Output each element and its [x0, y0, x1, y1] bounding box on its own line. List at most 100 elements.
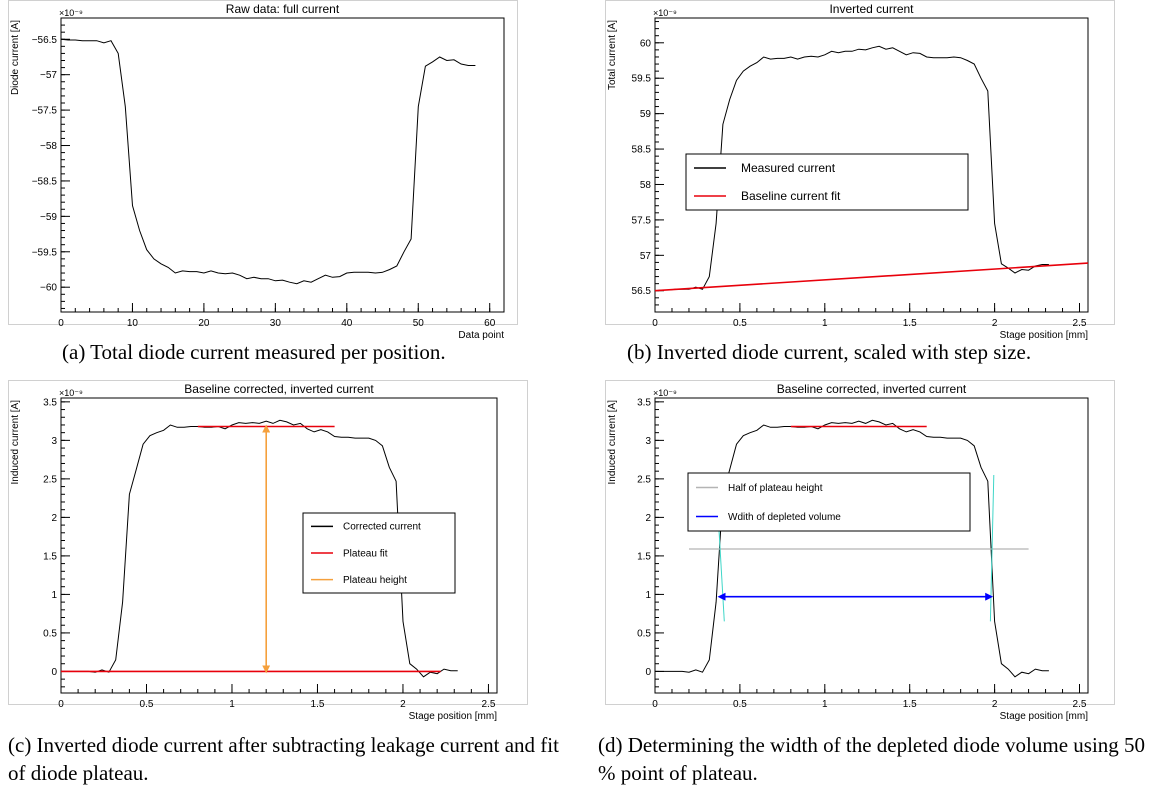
y-tick-label: −59 — [40, 212, 57, 223]
x-tick-label: 1 — [229, 699, 235, 710]
y-tick-label: 60 — [640, 38, 652, 49]
y-tick-label: 57.5 — [632, 215, 652, 226]
chart-title: Baseline corrected, inverted current — [184, 382, 374, 396]
y-multiplier-label: ×10⁻⁹ — [653, 388, 677, 398]
x-tick-label: 0 — [58, 318, 64, 329]
y-multiplier-label: ×10⁻⁹ — [653, 8, 677, 18]
x-axis-label: Stage position [mm] — [1000, 711, 1089, 722]
x-tick-label: 1.5 — [903, 318, 917, 329]
x-tick-label: 50 — [413, 318, 425, 329]
x-tick-label: 60 — [484, 318, 496, 329]
x-tick-label: 20 — [198, 318, 210, 329]
x-tick-label: 1.5 — [903, 699, 917, 710]
y-axis-label: Induced current [A] — [607, 400, 618, 485]
panel-d: Baseline corrected, inverted current ×10⁻… — [595, 380, 1155, 722]
canvas-frame — [605, 380, 1115, 705]
plot-frame — [654, 397, 1089, 694]
x-tick-label: 0.5 — [140, 699, 154, 710]
plot-frame — [60, 17, 505, 313]
caption-a: (a) Total diode current measured per pos… — [62, 340, 446, 364]
x-tick-label: 30 — [270, 318, 282, 329]
x-tick-label: 2.5 — [1073, 699, 1087, 710]
x-tick-label: 0 — [652, 318, 658, 329]
y-tick-label: 2.5 — [43, 474, 57, 485]
y-tick-label: 58.5 — [632, 145, 652, 156]
x-tick-label: 1 — [822, 318, 828, 329]
plot-frame — [60, 397, 498, 694]
x-tick-label: 0 — [58, 699, 64, 710]
corrected-current-line — [61, 419, 458, 678]
baseline-current-fit-line — [654, 262, 1089, 292]
legend-label: Plateau height — [343, 575, 407, 586]
legend-label: Baseline current fit — [741, 189, 841, 203]
y-tick-label: −58 — [40, 141, 57, 152]
caption-b: (b) Inverted diode current, scaled with … — [627, 340, 1032, 364]
chart-a: Raw data: full current ×10⁻⁹ Diode current… — [8, 0, 518, 341]
panel-b: Inverted current ×10⁻⁹ Total current [A] St… — [595, 0, 1155, 341]
legend-label: Corrected current — [343, 522, 421, 533]
y-tick-label: 2 — [645, 513, 651, 524]
legend-label: Half of plateau height — [728, 483, 823, 494]
y-tick-label: −56.5 — [32, 35, 58, 46]
y-axis-label: Diode current [A] — [10, 20, 21, 95]
x-tick-label: 0.5 — [733, 699, 747, 710]
x-tick-label: 10 — [127, 318, 139, 329]
y-tick-label: 2.5 — [637, 474, 651, 485]
y-tick-label: 59.5 — [632, 74, 652, 85]
chart-d: Baseline corrected, inverted current ×10⁻… — [605, 380, 1115, 722]
y-tick-label: 1.5 — [637, 551, 651, 562]
panel-c: Baseline corrected, inverted current ×10⁻… — [0, 380, 575, 722]
canvas-frame — [8, 380, 528, 705]
panel-a: Raw data: full current ×10⁻⁹ Diode current… — [0, 0, 575, 341]
x-tick-label: 2.5 — [1073, 318, 1087, 329]
legend-label: Measured current — [741, 161, 836, 175]
x-tick-label: 1 — [822, 699, 828, 710]
x-tick-label: 40 — [341, 318, 353, 329]
plot-frame — [654, 17, 1089, 313]
chart-title: Raw data: full current — [226, 2, 340, 16]
legend: Corrected current Plateau fit Plateau heig… — [302, 512, 456, 594]
y-tick-label: 1 — [645, 590, 651, 601]
legend-box — [685, 153, 969, 211]
y-tick-label: 58 — [640, 180, 652, 191]
chart-title: Baseline corrected, inverted current — [777, 382, 967, 396]
y-tick-label: 0.5 — [43, 628, 57, 639]
chart-b: Inverted current ×10⁻⁹ Total current [A] St… — [605, 0, 1115, 341]
y-axis-label: Total current [A] — [607, 20, 618, 90]
y-tick-label: 3.5 — [637, 397, 651, 408]
x-axis-label: Stage position [mm] — [409, 711, 498, 722]
chart-c: Baseline corrected, inverted current ×10⁻… — [8, 380, 528, 722]
y-tick-label: −60 — [40, 283, 57, 294]
legend-box — [687, 472, 971, 532]
y-multiplier-label: ×10⁻⁹ — [59, 8, 83, 18]
y-tick-label: −58.5 — [32, 176, 58, 187]
y-tick-label: 3 — [51, 436, 57, 447]
x-tick-label: 2 — [992, 318, 998, 329]
y-tick-label: −57 — [40, 70, 57, 81]
y-tick-label: 57 — [640, 251, 652, 262]
y-tick-label: 0.5 — [637, 628, 651, 639]
legend-label: Wdith of depleted volume — [728, 512, 841, 523]
y-multiplier-label: ×10⁻⁹ — [59, 388, 83, 398]
y-tick-label: 3 — [645, 436, 651, 447]
legend-label: Plateau fit — [343, 548, 388, 559]
caption-d: (d) Determining the width of the deplete… — [598, 733, 1146, 785]
canvas-frame — [8, 0, 518, 325]
x-tick-label: 1.5 — [311, 699, 325, 710]
legend: Half of plateau height Wdith of depleted … — [687, 472, 971, 532]
y-tick-label: 1 — [51, 590, 57, 601]
y-axis-label: Induced current [A] — [10, 400, 21, 485]
y-tick-label: 56.5 — [632, 286, 652, 297]
y-tick-label: 0 — [645, 667, 651, 678]
y-tick-label: 59 — [640, 109, 652, 120]
y-tick-label: 3.5 — [43, 397, 57, 408]
x-axis-label: Stage position [mm] — [1000, 330, 1089, 341]
caption-c: (c) Inverted diode current after subtrac… — [8, 733, 559, 785]
y-tick-label: −57.5 — [32, 106, 58, 117]
y-tick-label: 0 — [51, 667, 57, 678]
x-tick-label: 2 — [400, 699, 406, 710]
canvas-frame — [605, 0, 1115, 325]
x-axis-label: Data point — [458, 330, 504, 341]
x-tick-label: 2.5 — [481, 699, 495, 710]
y-tick-label: −59.5 — [32, 247, 58, 258]
